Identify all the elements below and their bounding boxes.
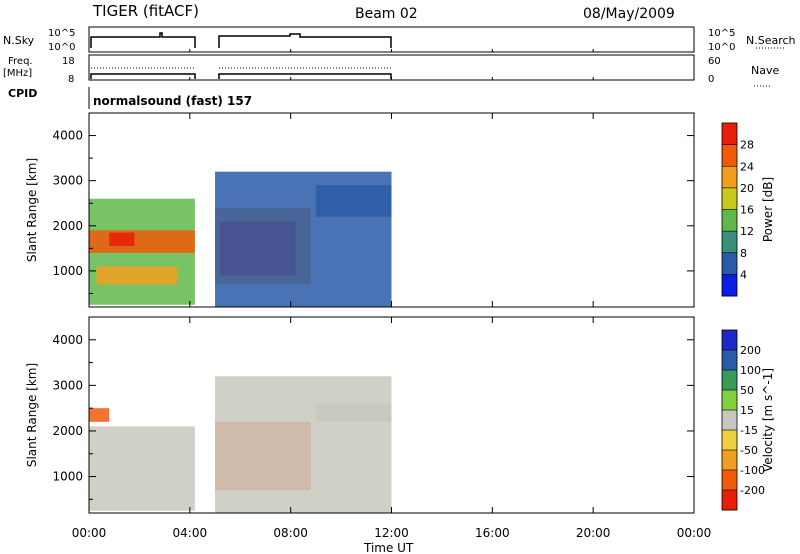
velocity-region [89,408,109,422]
velocity-colorbar-cell [722,430,737,451]
velocity-colorbar-cell [722,450,737,471]
velocity-colorbar-label: 50 [740,384,754,397]
xtick-label: 12:00 [374,526,409,540]
velocity-ytick-label: 1000 [52,470,83,484]
power-colorbar-cell [722,253,737,275]
velocity-colorbar-title: Velocity [m s^-1] [761,368,775,472]
velocity-colorbar-label: 15 [740,404,754,417]
freq-line [91,74,391,79]
power-ytick-label: 3000 [52,174,83,188]
velocity-colorbar-cell [722,470,737,491]
velocity-colorbar-cell [722,330,737,351]
noise-left-tick-bottom: 10^0 [48,42,75,53]
velocity-ylabel: Slant Range [km] [25,363,39,467]
power-colorbar-label: 4 [740,268,747,281]
power-region [109,233,134,247]
freq-left-tick-top: 18 [62,56,75,67]
nsky-line [91,33,391,48]
noise-left-tick-top: 10^5 [48,28,75,39]
freq-label: Freq. [8,56,33,67]
velocity-colorbar-label: 200 [740,344,761,357]
velocity-colorbar-label: -200 [740,484,765,497]
power-colorbar-cell [722,188,737,210]
power-colorbar-cell [722,231,737,253]
power-colorbar-label: 20 [740,182,754,195]
power-colorbar-label: 28 [740,139,754,152]
power-colorbar-cell [722,166,737,188]
velocity-region [89,426,195,510]
power-region [97,266,178,284]
power-colorbar-cell [722,274,737,296]
cpid-value: normalsound (fast) 157 [93,94,252,108]
power-ytick-label: 4000 [52,129,83,143]
xtick-label: 00:00 [677,526,712,540]
velocity-colorbar-label: -50 [740,444,758,457]
noise-right-tick-top: 10^5 [708,28,735,39]
power-colorbar-cell [722,145,737,167]
power-colorbar-cell [722,210,737,232]
velocity-colorbar-cell [722,390,737,411]
freq-right-tick-top: 60 [708,56,721,67]
power-colorbar-label: 8 [740,247,747,260]
cpid-label: CPID [8,87,37,100]
nsky-label: N.Sky [3,34,35,47]
time-axis-label: Time UT [363,541,414,554]
power-colorbar-label: 16 [740,204,754,217]
velocity-colorbar-label: -15 [740,424,758,437]
freq-unit-label: [MHz] [3,68,32,79]
xtick-label: 20:00 [576,526,611,540]
noise-right-tick-bottom: 10^0 [708,42,735,53]
xtick-label: 00:00 [72,526,107,540]
velocity-colorbar-cell [722,490,737,511]
velocity-region [316,404,392,422]
power-colorbar-label: 12 [740,225,754,238]
xtick-label: 16:00 [475,526,510,540]
power-colorbar-cell [722,123,737,145]
nsearch-label: N.Search [746,34,796,47]
date-title: 08/May/2009 [583,6,675,22]
xtick-label: 08:00 [273,526,308,540]
power-colorbar-title: Power [dB] [761,177,775,242]
power-ytick-label: 2000 [52,219,83,233]
power-ytick-label: 1000 [52,264,83,278]
beam-title: Beam 02 [355,6,418,22]
power-ylabel: Slant Range [km] [25,158,39,262]
power-region [316,185,392,217]
velocity-region [215,376,391,513]
velocity-colorbar-cell [722,350,737,371]
xtick-label: 04:00 [173,526,208,540]
velocity-ytick-label: 2000 [52,424,83,438]
velocity-ytick-label: 3000 [52,378,83,392]
freq-right-tick-bottom: 0 [708,74,714,85]
velocity-colorbar-cell [722,410,737,431]
power-colorbar-label: 24 [740,160,754,173]
power-region [89,230,195,253]
velocity-colorbar-label: 100 [740,364,761,377]
freq-left-tick-bottom: 8 [68,74,74,85]
station-title: TIGER (fitACF) [92,2,199,20]
velocity-ytick-label: 4000 [52,333,83,347]
velocity-colorbar-cell [722,370,737,391]
nave-label: Nave [751,64,779,77]
